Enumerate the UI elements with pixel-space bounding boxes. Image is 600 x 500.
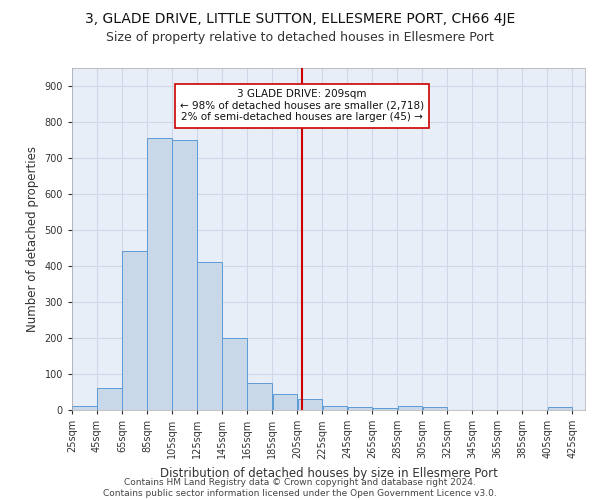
Bar <box>122 252 147 410</box>
Bar <box>197 262 222 410</box>
Bar <box>548 407 572 410</box>
Bar <box>272 394 297 410</box>
Bar <box>172 140 197 410</box>
Bar <box>247 383 272 410</box>
X-axis label: Distribution of detached houses by size in Ellesmere Port: Distribution of detached houses by size … <box>160 467 497 480</box>
Bar <box>148 138 172 410</box>
Text: 3 GLADE DRIVE: 209sqm
← 98% of detached houses are smaller (2,718)
2% of semi-de: 3 GLADE DRIVE: 209sqm ← 98% of detached … <box>180 89 424 122</box>
Text: Contains HM Land Registry data © Crown copyright and database right 2024.
Contai: Contains HM Land Registry data © Crown c… <box>103 478 497 498</box>
Y-axis label: Number of detached properties: Number of detached properties <box>26 146 39 332</box>
Bar <box>398 406 422 410</box>
Bar <box>97 388 122 410</box>
Text: 3, GLADE DRIVE, LITTLE SUTTON, ELLESMERE PORT, CH66 4JE: 3, GLADE DRIVE, LITTLE SUTTON, ELLESMERE… <box>85 12 515 26</box>
Bar <box>323 406 347 410</box>
Text: Size of property relative to detached houses in Ellesmere Port: Size of property relative to detached ho… <box>106 31 494 44</box>
Bar <box>422 407 447 410</box>
Bar <box>298 399 322 410</box>
Bar <box>373 408 397 410</box>
Bar <box>347 407 372 410</box>
Bar <box>223 338 247 410</box>
Bar <box>73 406 97 410</box>
